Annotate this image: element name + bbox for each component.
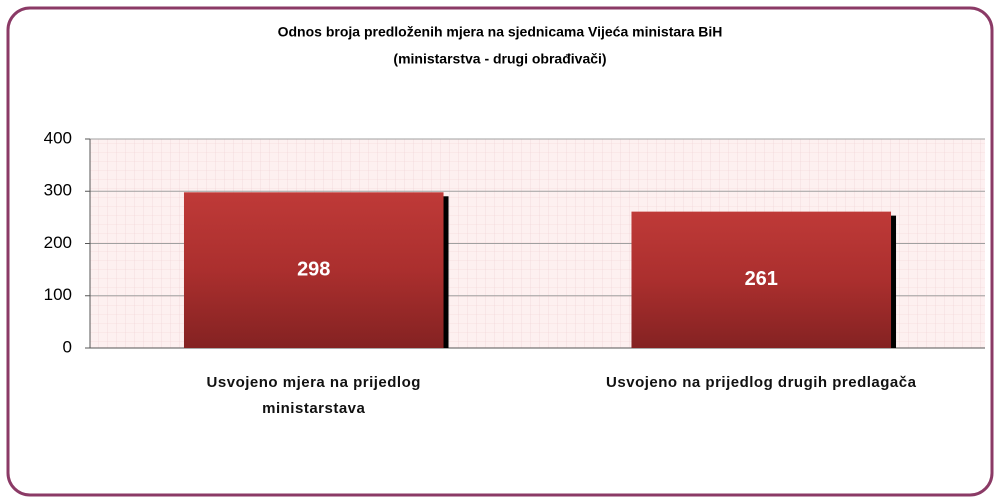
y-tick-label: 300 xyxy=(44,181,72,200)
y-tick-label: 100 xyxy=(44,285,72,304)
chart-title: Odnos broja predloženih mjera na sjednic… xyxy=(278,24,723,40)
chart-title: (ministarstva - drugi obrađivači) xyxy=(393,51,606,67)
data-label: 261 xyxy=(745,268,778,290)
y-tick-label: 0 xyxy=(63,337,72,356)
bar xyxy=(631,211,892,348)
x-tick-label: Usvojeno na prijedlog drugih predlagača xyxy=(606,374,917,391)
bar xyxy=(183,192,444,348)
y-tick-label: 400 xyxy=(44,128,72,147)
x-tick-label: Usvojeno mjera na prijedlog ministarstav… xyxy=(206,374,421,417)
data-label: 298 xyxy=(297,258,330,280)
y-tick-label: 200 xyxy=(44,233,72,252)
